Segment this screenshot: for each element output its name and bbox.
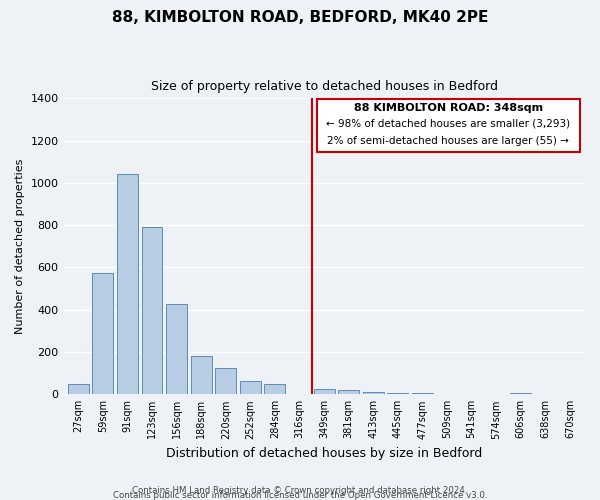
Text: Contains HM Land Registry data © Crown copyright and database right 2024.: Contains HM Land Registry data © Crown c… [132, 486, 468, 495]
Bar [68, 384, 89, 394]
Bar [240, 380, 261, 394]
FancyBboxPatch shape [317, 100, 580, 152]
Bar [338, 390, 359, 394]
Bar [142, 228, 163, 394]
Title: Size of property relative to detached houses in Bedford: Size of property relative to detached ho… [151, 80, 497, 93]
Bar [215, 368, 236, 394]
Bar [166, 304, 187, 394]
Text: Contains public sector information licensed under the Open Government Licence v3: Contains public sector information licen… [113, 491, 487, 500]
Bar [388, 393, 408, 394]
Text: 2% of semi-detached houses are larger (55) →: 2% of semi-detached houses are larger (5… [328, 136, 569, 145]
Bar [191, 356, 212, 395]
Text: ← 98% of detached houses are smaller (3,293): ← 98% of detached houses are smaller (3,… [326, 118, 571, 128]
Bar [92, 272, 113, 394]
Bar [511, 393, 531, 394]
Bar [412, 393, 433, 394]
Text: 88, KIMBOLTON ROAD, BEDFORD, MK40 2PE: 88, KIMBOLTON ROAD, BEDFORD, MK40 2PE [112, 10, 488, 25]
Bar [265, 384, 286, 394]
Text: 88 KIMBOLTON ROAD: 348sqm: 88 KIMBOLTON ROAD: 348sqm [353, 103, 543, 113]
Bar [314, 389, 335, 394]
Bar [117, 174, 138, 394]
X-axis label: Distribution of detached houses by size in Bedford: Distribution of detached houses by size … [166, 447, 482, 460]
Bar [363, 392, 384, 394]
Y-axis label: Number of detached properties: Number of detached properties [15, 158, 25, 334]
